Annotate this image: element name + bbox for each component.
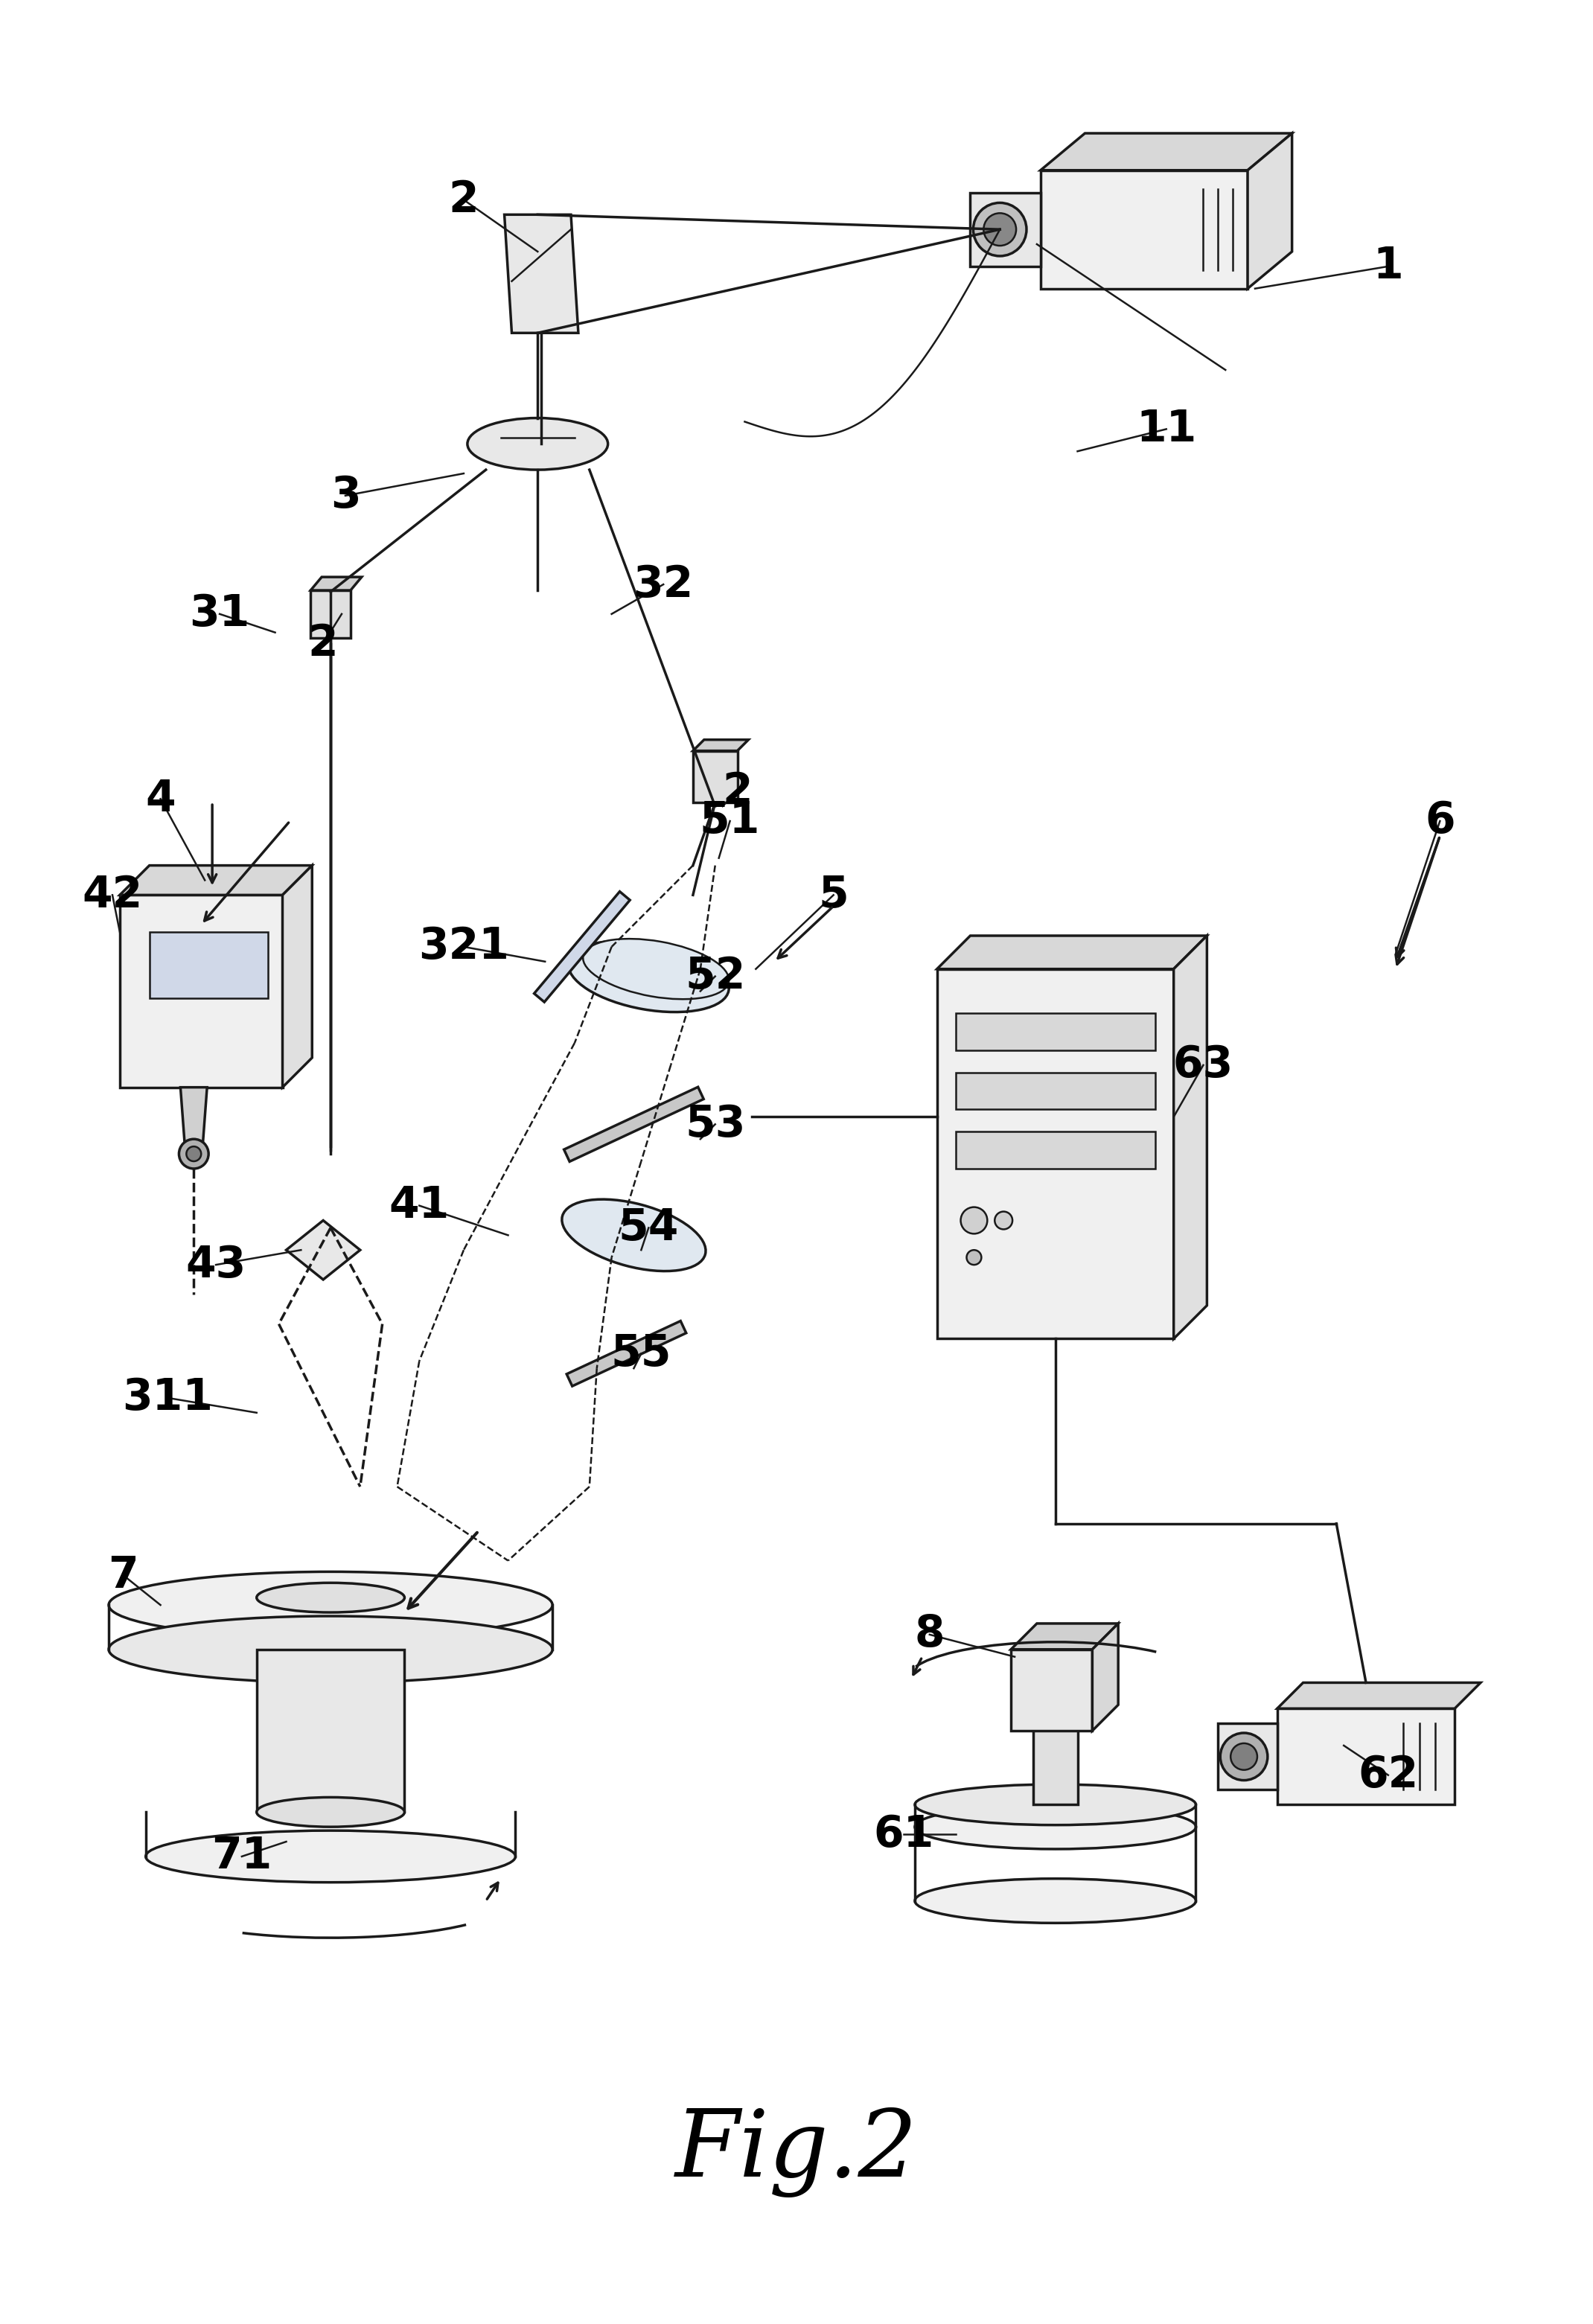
- Polygon shape: [1040, 170, 1247, 288]
- Ellipse shape: [145, 1831, 516, 1882]
- Text: 6: 6: [1424, 799, 1454, 841]
- Polygon shape: [282, 865, 312, 1088]
- Text: 31: 31: [190, 593, 250, 634]
- Text: 8: 8: [914, 1613, 945, 1655]
- Ellipse shape: [256, 1583, 405, 1613]
- Polygon shape: [937, 969, 1174, 1339]
- Polygon shape: [1278, 1708, 1454, 1806]
- Circle shape: [186, 1146, 201, 1162]
- Polygon shape: [1012, 1650, 1093, 1731]
- Polygon shape: [534, 892, 629, 1002]
- Text: 4: 4: [145, 779, 175, 820]
- Text: 42: 42: [83, 874, 143, 916]
- Polygon shape: [567, 1320, 687, 1385]
- Text: 43: 43: [186, 1243, 247, 1285]
- Text: 54: 54: [618, 1206, 679, 1248]
- Text: 2: 2: [722, 769, 752, 813]
- Circle shape: [994, 1211, 1013, 1229]
- Text: 311: 311: [123, 1376, 213, 1420]
- Text: 2: 2: [449, 179, 479, 221]
- Circle shape: [961, 1206, 988, 1234]
- Polygon shape: [956, 1132, 1155, 1169]
- Text: 1: 1: [1373, 244, 1403, 288]
- Ellipse shape: [914, 1806, 1196, 1850]
- Polygon shape: [956, 1071, 1155, 1109]
- Circle shape: [967, 1250, 981, 1264]
- Polygon shape: [1174, 937, 1207, 1339]
- Polygon shape: [693, 739, 749, 751]
- Circle shape: [1220, 1734, 1268, 1780]
- Polygon shape: [693, 751, 738, 802]
- Ellipse shape: [914, 1878, 1196, 1922]
- Text: 32: 32: [632, 562, 693, 607]
- Polygon shape: [1093, 1624, 1118, 1731]
- Text: 321: 321: [419, 925, 510, 969]
- Text: 53: 53: [685, 1104, 746, 1146]
- Polygon shape: [119, 865, 312, 895]
- Text: 3: 3: [330, 474, 360, 516]
- Text: 2: 2: [307, 623, 338, 665]
- Text: 7: 7: [108, 1555, 139, 1597]
- Ellipse shape: [108, 1615, 553, 1683]
- Text: 55: 55: [610, 1332, 672, 1376]
- Polygon shape: [1278, 1683, 1480, 1708]
- Polygon shape: [505, 214, 578, 332]
- Polygon shape: [1219, 1724, 1278, 1789]
- Ellipse shape: [467, 418, 609, 469]
- Ellipse shape: [583, 939, 730, 999]
- Ellipse shape: [562, 1199, 706, 1271]
- Ellipse shape: [256, 1796, 405, 1827]
- Ellipse shape: [569, 941, 730, 1011]
- Polygon shape: [311, 576, 362, 590]
- Polygon shape: [311, 590, 350, 637]
- Polygon shape: [970, 193, 1040, 267]
- Polygon shape: [1012, 1624, 1118, 1650]
- Text: 41: 41: [389, 1185, 449, 1227]
- Text: 63: 63: [1172, 1043, 1233, 1085]
- Circle shape: [178, 1139, 209, 1169]
- Text: 11: 11: [1136, 409, 1196, 451]
- Circle shape: [983, 214, 1016, 246]
- Polygon shape: [180, 1088, 207, 1146]
- Circle shape: [973, 202, 1026, 256]
- Polygon shape: [1247, 132, 1292, 288]
- Polygon shape: [956, 1013, 1155, 1050]
- Polygon shape: [564, 1088, 704, 1162]
- Polygon shape: [1034, 1708, 1077, 1806]
- Ellipse shape: [914, 1785, 1196, 1824]
- Text: 5: 5: [819, 874, 849, 916]
- Polygon shape: [287, 1220, 360, 1281]
- Text: 52: 52: [685, 955, 746, 997]
- Polygon shape: [1040, 132, 1292, 170]
- Text: 51: 51: [699, 799, 760, 841]
- Text: 71: 71: [212, 1836, 272, 1878]
- Polygon shape: [256, 1650, 405, 1813]
- Polygon shape: [119, 895, 282, 1088]
- Text: 62: 62: [1357, 1755, 1418, 1796]
- Polygon shape: [150, 932, 268, 999]
- Ellipse shape: [108, 1571, 553, 1638]
- Text: Fig.2: Fig.2: [675, 2108, 918, 2199]
- Polygon shape: [937, 937, 1207, 969]
- Text: 61: 61: [873, 1813, 933, 1855]
- Circle shape: [1231, 1743, 1257, 1771]
